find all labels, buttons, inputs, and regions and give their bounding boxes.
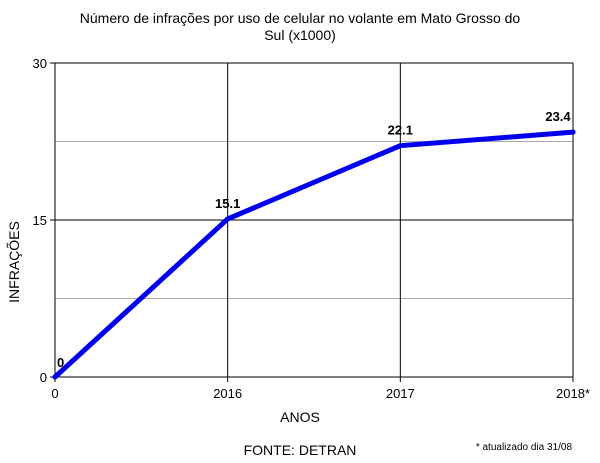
data-label-3: 23.4 [545, 109, 571, 124]
y-axis-label: INFRAÇÕES [6, 221, 22, 303]
y-tick-label-2: 30 [33, 56, 47, 71]
data-point-1 [225, 216, 231, 222]
series-line-path [52, 129, 576, 380]
data-point-2 [397, 143, 403, 149]
source-note: FONTE: DETRAN [243, 442, 357, 458]
major-gridlines [55, 63, 573, 377]
series-line [52, 129, 576, 380]
x-axis-label: ANOS [280, 409, 320, 425]
footnote: * atualizado dia 31/08 [475, 442, 572, 453]
data-label-2: 22.1 [388, 123, 413, 138]
x-tick-label-0: 0 [51, 386, 58, 401]
x-tick-labels: 0 2016 2017 2018* [51, 386, 590, 401]
x-tick-label-2: 2017 [386, 386, 415, 401]
data-labels: 0 15.1 22.1 23.4 [57, 109, 571, 370]
data-label-0: 0 [57, 355, 64, 370]
chart-title-line-1: Número de infrações por uso de celular n… [79, 10, 521, 26]
y-tick-label-1: 15 [33, 213, 47, 228]
y-tick-label-0: 0 [40, 370, 47, 385]
data-label-1: 15.1 [215, 196, 240, 211]
x-tick-label-3: 2018* [556, 386, 590, 401]
y-tick-labels: 0 15 30 [33, 56, 47, 385]
data-point-3 [570, 129, 576, 135]
chart-title-line-2: Sul (x1000) [264, 27, 336, 43]
axes [50, 62, 574, 382]
data-point-0 [52, 374, 58, 380]
x-tick-label-1: 2016 [213, 386, 242, 401]
